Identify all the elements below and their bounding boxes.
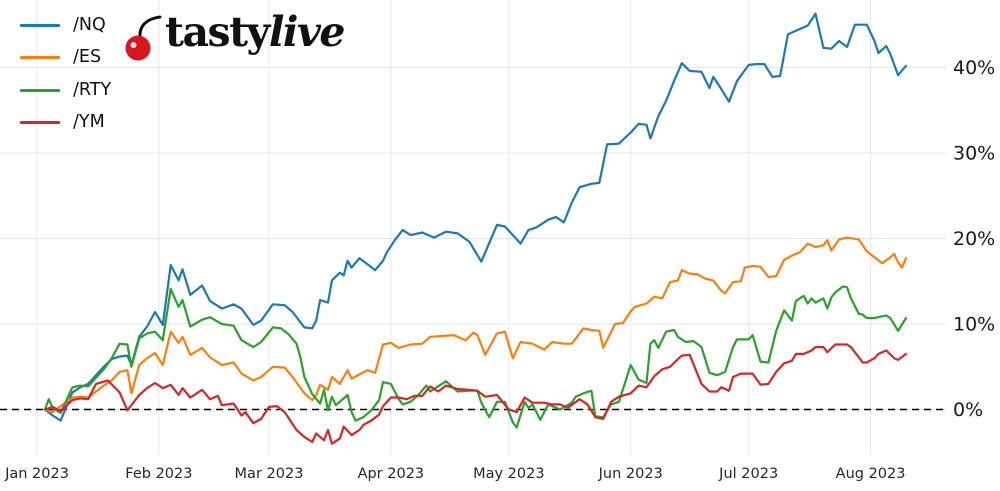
series-line-nq [43,12,908,422]
chart-legend: /NQ /ES /RTY /YM [20,9,111,139]
legend-label-es: /ES [73,47,102,67]
y-tick-label: 10% [953,314,995,336]
legend-label-nq: /NQ [73,14,106,35]
legend-label-ym: /YM [73,112,105,132]
x-tick-label: Jun 2023 [598,466,663,482]
series-line-es [43,236,908,414]
y-tick-label: 40% [953,57,995,79]
legend-label-rty: /RTY [73,79,112,100]
legend-item-es: /ES [20,42,111,75]
x-tick-label: Feb 2023 [125,466,192,482]
y-tick-label: 30% [953,143,995,165]
series-line-ym [43,343,908,445]
x-tick-label: Apr 2023 [358,466,425,482]
legend-item-rty: /RTY [20,74,111,107]
x-tick-label: Jul 2023 [718,466,778,482]
legend-line-swatch-es [20,56,60,60]
cherry-icon [125,15,162,61]
logo-wordmark: tastylive [165,6,346,58]
y-tick-label: 20% [953,228,995,250]
series-line-rty [43,285,908,429]
x-tick-label: Jan 2023 [4,466,69,482]
y-tick-label: 0% [953,399,983,421]
x-tick-label: Mar 2023 [235,466,304,482]
logo-text-live: live [268,8,346,56]
legend-line-swatch-ym [20,121,60,125]
legend-item-nq: /NQ [20,9,111,42]
x-tick-label: Aug 2023 [836,466,906,482]
tastylive-logo: tastylive [124,6,346,62]
logo-text-tasty: tasty [165,8,270,56]
legend-line-swatch-rty [20,88,60,92]
x-tick-label: May 2023 [473,466,545,482]
legend-line-swatch-nq [20,23,60,27]
legend-item-ym: /YM [20,107,111,140]
